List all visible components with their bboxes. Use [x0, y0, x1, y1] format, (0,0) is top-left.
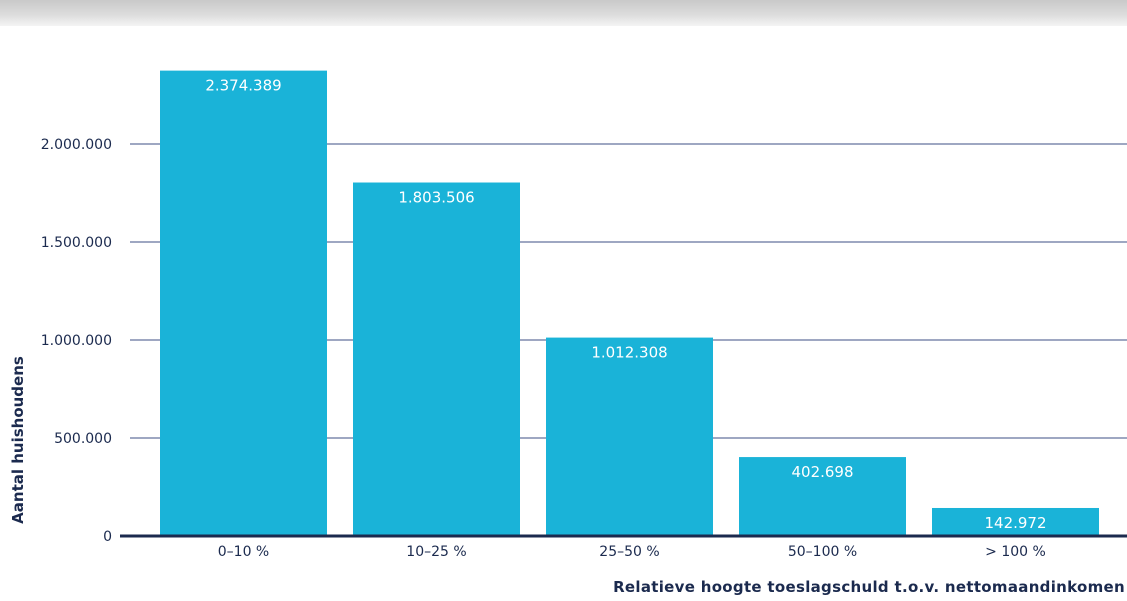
x-tick-labels: 0–10 % 10–25 % 25–50 % 50–100 % > 100 %: [218, 544, 1046, 560]
bar-value-label: 2.374.389: [205, 77, 281, 95]
bar-value-label: 142.972: [984, 514, 1046, 532]
bar-value-label: 1.803.506: [398, 189, 474, 207]
bar: [160, 70, 327, 537]
y-tick-labels: 0 500.000 1.000.000 1.500.000 2.000.000: [41, 137, 112, 545]
y-tick-label: 1.500.000: [41, 235, 112, 251]
x-tick-label: > 100 %: [985, 544, 1046, 560]
bar: [932, 507, 1099, 536]
x-tick-label: 0–10 %: [218, 544, 269, 560]
y-tick-label: 500.000: [54, 431, 112, 447]
bar-value-label: 1.012.308: [591, 344, 667, 362]
x-tick-label: 50–100 %: [788, 544, 857, 560]
bar-value-labels: 2.374.389 1.803.506 1.012.308 402.698 142.97…: [205, 77, 1046, 532]
bar-value-label: 402.698: [791, 463, 853, 481]
y-tick-label: 1.000.000: [41, 333, 112, 349]
bar: [739, 457, 906, 536]
x-tick-label: 10–25 %: [406, 544, 466, 560]
x-axis-title: Relatieve hoogte toeslagschuld t.o.v. ne…: [613, 578, 1125, 596]
y-axis-title: Aantal huishoudens: [9, 356, 27, 524]
x-tick-label: 25–50 %: [599, 544, 659, 560]
y-tick-label: 0: [103, 529, 112, 545]
top-decorative-band: [0, 0, 1127, 26]
bar: [353, 182, 520, 536]
y-tick-label: 2.000.000: [41, 137, 112, 153]
bar: [546, 337, 713, 536]
bars: [160, 70, 1099, 537]
